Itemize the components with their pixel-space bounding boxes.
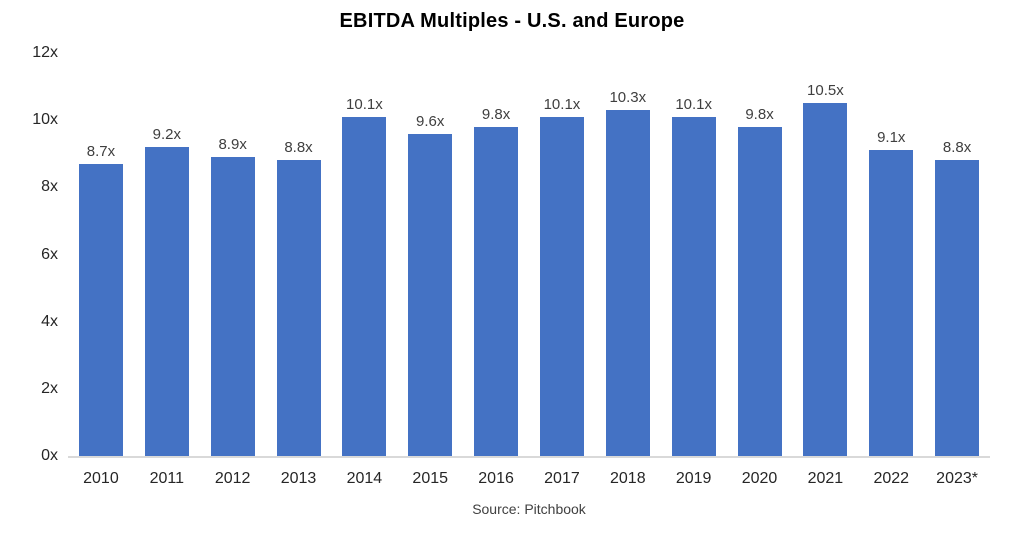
bar-group: 9.2x 2011 bbox=[134, 53, 200, 487]
y-tick-label: 10x bbox=[32, 111, 58, 129]
x-axis-label: 2022 bbox=[873, 470, 910, 487]
bar-group: 10.1x 2019 bbox=[661, 53, 727, 487]
bar-group: 9.1x 2022 bbox=[858, 53, 924, 487]
bar-value-label: 8.9x bbox=[218, 136, 247, 154]
plot-area: 8.7x 2010 9.2x 2011 8.9x 2012 8.8x 2013 10.1x 201… bbox=[68, 53, 990, 487]
bar-value-label: 10.3x bbox=[609, 89, 647, 107]
bar-group: 10.3x 2018 bbox=[595, 53, 661, 487]
bar bbox=[935, 160, 980, 456]
bar-value-label: 9.6x bbox=[416, 112, 445, 130]
x-axis-label: 2015 bbox=[412, 470, 449, 487]
bar bbox=[474, 126, 519, 456]
bar-value-label: 9.1x bbox=[877, 129, 906, 147]
bar-group: 10.5x 2021 bbox=[792, 53, 858, 487]
x-axis-label: 2019 bbox=[675, 470, 712, 487]
bar-value-label: 9.8x bbox=[745, 105, 774, 123]
bar bbox=[869, 150, 914, 456]
bar bbox=[144, 147, 189, 456]
bar bbox=[408, 133, 453, 456]
x-axis-label: 2016 bbox=[478, 470, 514, 487]
x-axis-label: 2011 bbox=[149, 470, 184, 487]
bar-group: 9.8x 2016 bbox=[463, 53, 529, 487]
y-tick-label: 2x bbox=[41, 379, 58, 397]
y-tick-label: 0x bbox=[41, 447, 58, 464]
bar-value-label: 9.2x bbox=[152, 126, 181, 144]
bar bbox=[210, 157, 255, 456]
x-axis-label: 2017 bbox=[544, 470, 580, 487]
x-axis-label: 2023* bbox=[936, 470, 979, 487]
x-axis-label: 2013 bbox=[280, 470, 317, 487]
bar bbox=[737, 126, 782, 456]
bar-value-label: 8.8x bbox=[942, 139, 972, 157]
x-axis-label: 2012 bbox=[214, 470, 251, 487]
y-tick-label: 12x bbox=[32, 44, 58, 61]
source-note: Source: Pitchbook bbox=[472, 501, 586, 517]
bars-area: 8.7x 2010 9.2x 2011 8.9x 2012 8.8x 2013 10.1x 201… bbox=[68, 53, 990, 487]
bar-group: 10.1x 2014 bbox=[331, 53, 397, 487]
chart-title: EBITDA Multiples - U.S. and Europe bbox=[339, 10, 685, 32]
y-tick-label: 4x bbox=[41, 312, 58, 330]
x-axis-label: 2010 bbox=[83, 470, 119, 487]
y-tick-label: 8x bbox=[41, 178, 58, 196]
bar-group: 9.6x 2015 bbox=[397, 53, 463, 487]
bar-group: 8.7x 2010 bbox=[68, 53, 134, 487]
bar bbox=[78, 163, 123, 456]
bar bbox=[539, 116, 584, 456]
bar-group: 8.9x 2012 bbox=[200, 53, 266, 487]
bar-value-label: 10.1x bbox=[543, 95, 581, 113]
bar bbox=[803, 103, 848, 456]
bar bbox=[342, 116, 387, 456]
bar bbox=[671, 116, 716, 456]
bar-value-label: 10.1x bbox=[675, 95, 713, 113]
y-axis: 0x 2x 4x 6x 8x 10x 12x bbox=[0, 45, 58, 464]
bar bbox=[605, 110, 650, 456]
x-axis-label: 2014 bbox=[346, 470, 383, 487]
bar-value-label: 8.8x bbox=[284, 139, 313, 157]
x-axis-label: 2021 bbox=[807, 470, 844, 487]
x-axis-label: 2018 bbox=[610, 470, 646, 487]
bar-value-label: 9.8x bbox=[481, 105, 511, 123]
bar-value-label: 10.5x bbox=[807, 82, 844, 100]
bar-value-label: 10.1x bbox=[346, 95, 383, 113]
bar-value-label: 8.7x bbox=[86, 142, 116, 160]
bar bbox=[276, 160, 321, 456]
y-tick-label: 6x bbox=[41, 245, 58, 263]
bar-group: 8.8x 2023* bbox=[924, 53, 990, 487]
bar-group: 9.8x 2020 bbox=[727, 53, 793, 487]
bar-group: 10.1x 2017 bbox=[529, 53, 595, 487]
bar-group: 8.8x 2013 bbox=[266, 53, 332, 487]
x-axis-label: 2020 bbox=[741, 470, 778, 487]
